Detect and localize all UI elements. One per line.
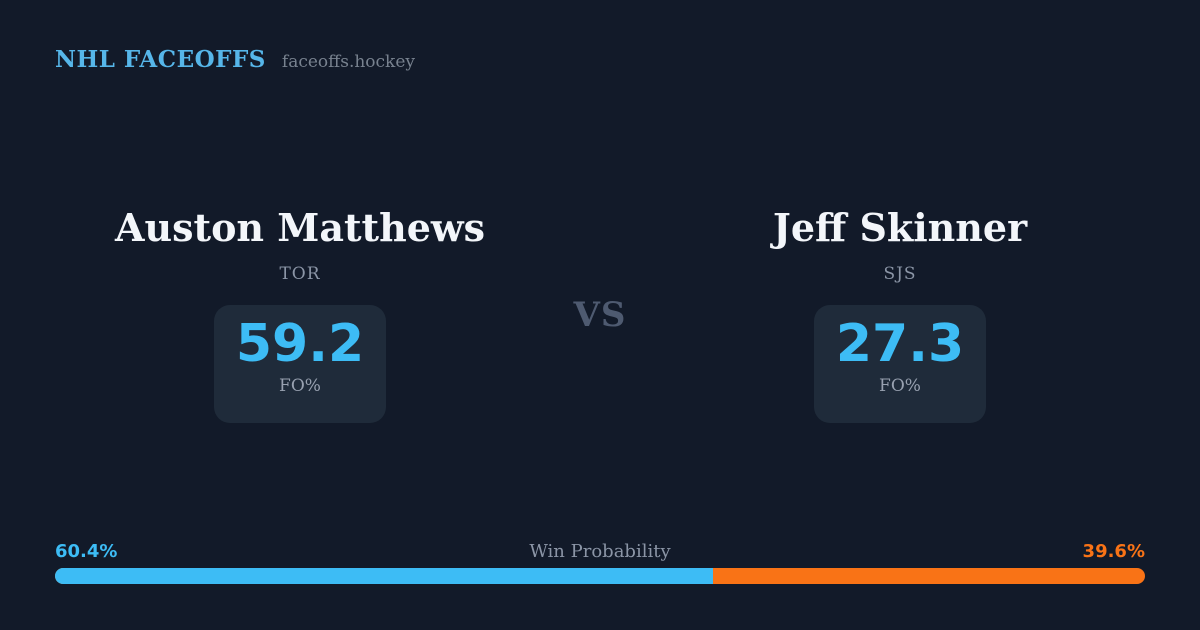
win-probability-bar: [55, 568, 1145, 584]
player-name: Auston Matthews: [115, 205, 485, 250]
site-url: faceoffs.hockey: [281, 52, 416, 72]
win-probability-labels: 60.4% Win Probability 39.6%: [55, 541, 1145, 565]
win-probability-title: Win Probability: [529, 541, 671, 562]
win-probability-right-pct: 39.6%: [1082, 541, 1145, 562]
stat-label: FO%: [879, 376, 921, 397]
player-team: SJS: [883, 263, 917, 284]
stat-label: FO%: [279, 376, 321, 397]
win-probability-bar-left-fill: [55, 568, 714, 584]
brand-title: NHL FACEOFFS: [55, 46, 266, 73]
player-team: TOR: [279, 263, 321, 284]
player-name: Jeff Skinner: [772, 205, 1028, 250]
stat-value: 27.3: [835, 313, 965, 374]
vs-label: VS: [573, 295, 627, 335]
player-card-right: Jeff Skinner SJS 27.3 FO%: [700, 205, 1100, 423]
stat-card: 27.3 FO%: [814, 304, 986, 423]
win-probability-left-pct: 60.4%: [55, 541, 118, 562]
player-card-left: Auston Matthews TOR 59.2 FO%: [100, 205, 500, 423]
stat-card: 59.2 FO%: [214, 304, 386, 423]
header: NHL FACEOFFS faceoffs.hockey: [55, 46, 415, 73]
stat-value: 59.2: [235, 313, 365, 374]
